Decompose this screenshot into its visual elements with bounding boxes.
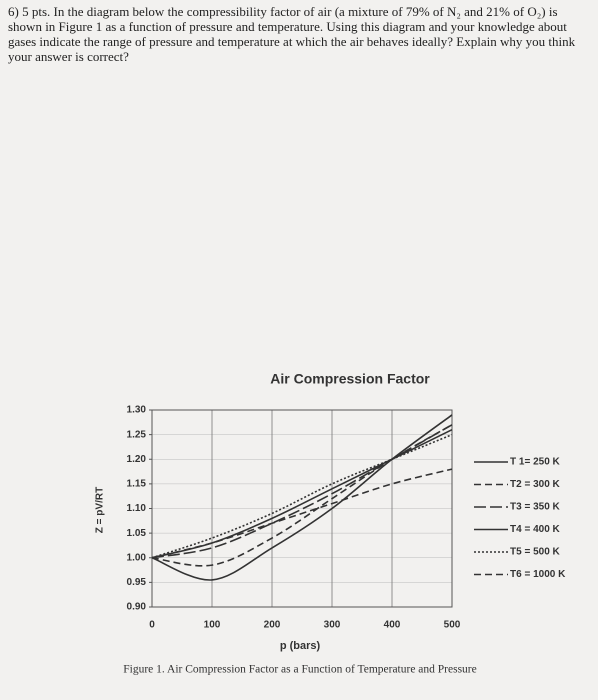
series-line [151, 424, 453, 567]
y-tick-label: 1.30 [127, 405, 147, 416]
plot-frame [151, 409, 453, 608]
x-tick-label: 200 [264, 620, 281, 631]
y-tick-label: 1.20 [127, 454, 147, 465]
y-tick-label: 1.05 [127, 528, 147, 539]
y-tick-label: 1.25 [127, 429, 147, 440]
x-tick-label: 400 [384, 620, 401, 631]
chart-title: Air Compression Factor [270, 371, 430, 387]
question-text: 6) 5 pts. In the diagram below the compr… [8, 4, 576, 64]
series-line [151, 428, 453, 559]
legend-label: T5 = 500 K [510, 547, 561, 558]
x-tick-label: 0 [149, 620, 155, 631]
x-tick-label: 300 [324, 620, 341, 631]
legend-label: T4 = 400 K [510, 524, 561, 535]
y-tick-label: 1.00 [127, 552, 147, 563]
series-line [151, 424, 453, 559]
y-tick-label: 0.90 [127, 602, 147, 613]
legend-label: T2 = 300 K [510, 479, 561, 490]
series-line [151, 468, 453, 559]
y-tick-label: 1.10 [127, 503, 147, 514]
y-axis-label: Z = pV/RT [95, 487, 106, 533]
legend-label: T6 = 1000 K [510, 569, 566, 580]
series-line [151, 414, 453, 581]
y-tick-label: 1.15 [127, 479, 147, 490]
series-line [151, 433, 453, 559]
x-tick-label: 500 [444, 620, 461, 631]
x-axis-label: p (bars) [280, 640, 321, 652]
legend-label: T3 = 350 K [510, 502, 561, 513]
legend-label: T 1= 250 K [510, 457, 561, 468]
y-tick-label: 0.95 [127, 577, 147, 588]
x-tick-label: 100 [204, 620, 221, 631]
figure-caption: Figure 1. Air Compression Factor as a Fu… [123, 664, 477, 676]
